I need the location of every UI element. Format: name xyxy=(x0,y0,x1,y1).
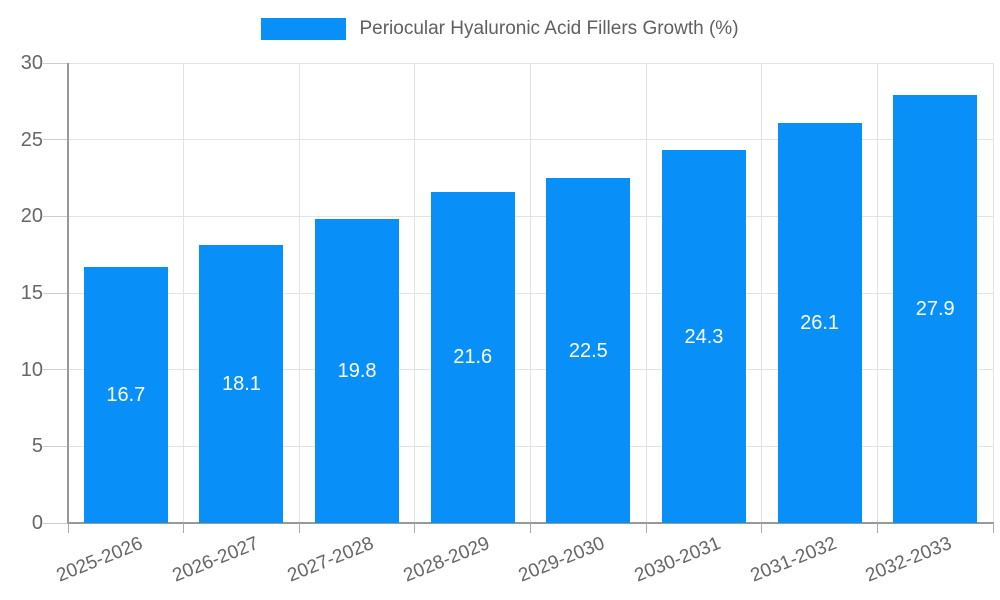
y-tick-label: 20 xyxy=(20,205,43,228)
y-tick-label: 25 xyxy=(20,128,43,151)
x-axis-tick-mark xyxy=(414,523,416,533)
y-axis-tick-mark xyxy=(43,215,68,217)
x-axis-tick-mark xyxy=(298,523,300,533)
bar[interactable] xyxy=(199,245,284,523)
bar-value-label: 26.1 xyxy=(800,311,840,334)
legend-swatch-icon xyxy=(261,18,347,40)
bar-value-label: 18.1 xyxy=(221,373,261,396)
bar-value-label: 24.3 xyxy=(684,325,724,348)
x-axis-tick-mark xyxy=(992,523,994,533)
x-axis-tick-mark xyxy=(876,523,878,533)
y-tick-label: 0 xyxy=(31,512,43,534)
x-tick-label: 2028-2029 xyxy=(400,533,493,587)
gridline-vertical xyxy=(183,63,185,523)
gridline-vertical xyxy=(992,63,994,523)
x-tick-label: 2030-2031 xyxy=(631,533,724,587)
x-tick-label: 2032-2033 xyxy=(862,533,956,587)
bar[interactable] xyxy=(315,219,400,523)
x-tick-label: 2031-2032 xyxy=(747,533,840,587)
y-tick-label: 15 xyxy=(20,282,43,304)
x-axis-tick-mark xyxy=(645,523,647,533)
legend-label: Periocular Hyaluronic Acid Fillers Growt… xyxy=(359,18,739,39)
x-tick-label: 2026-2027 xyxy=(169,533,262,587)
bar[interactable] xyxy=(83,266,168,523)
gridline-vertical xyxy=(530,63,531,523)
gridline-vertical xyxy=(298,63,300,523)
bar[interactable] xyxy=(661,150,746,523)
bar-value-label: 16.7 xyxy=(106,383,146,406)
y-axis-tick-mark xyxy=(43,292,68,294)
y-tick-label: 10 xyxy=(20,358,43,381)
bar-value-label: 27.9 xyxy=(915,298,955,321)
y-axis-tick-mark xyxy=(43,522,68,524)
gridline-vertical xyxy=(414,63,416,523)
gridline-vertical xyxy=(761,63,763,523)
x-axis-tick-mark xyxy=(67,523,69,533)
y-axis-line xyxy=(67,63,69,523)
x-tick-label: 2027-2028 xyxy=(284,533,377,587)
gridline-vertical xyxy=(645,63,647,523)
gridline-vertical xyxy=(876,63,878,523)
bar[interactable] xyxy=(893,95,978,523)
y-axis-tick-mark xyxy=(43,62,68,64)
x-tick-label: 2029-2030 xyxy=(516,533,609,587)
y-axis-tick-mark xyxy=(43,369,68,371)
bar[interactable] xyxy=(546,178,631,523)
x-tick-label: 2025-2026 xyxy=(53,533,146,587)
y-axis-tick-mark xyxy=(43,445,68,447)
x-axis-tick-mark xyxy=(183,523,185,533)
bar[interactable] xyxy=(777,122,862,523)
y-axis-tick-mark xyxy=(43,139,68,141)
y-tick-label: 30 xyxy=(20,52,43,74)
bar-value-label: 22.5 xyxy=(568,339,608,362)
bar-value-label: 19.8 xyxy=(337,360,377,383)
y-tick-label: 5 xyxy=(31,435,43,458)
legend[interactable]: Periocular Hyaluronic Acid Fillers Growt… xyxy=(0,18,1000,40)
bar[interactable] xyxy=(430,191,515,523)
bar-value-label: 21.6 xyxy=(453,346,493,369)
x-axis-tick-mark xyxy=(530,523,531,533)
x-axis-tick-mark xyxy=(761,523,763,533)
